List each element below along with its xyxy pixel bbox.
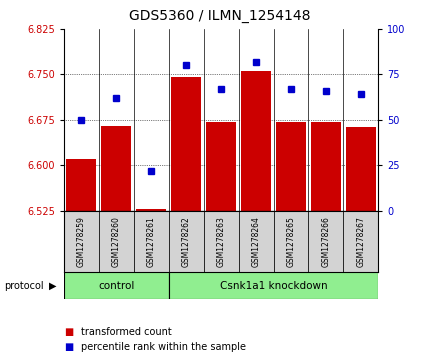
Bar xyxy=(169,272,378,299)
Text: GSM1278260: GSM1278260 xyxy=(112,216,121,267)
Bar xyxy=(346,127,376,211)
Text: transformed count: transformed count xyxy=(81,327,172,337)
Text: control: control xyxy=(98,281,135,291)
Bar xyxy=(311,122,341,211)
Bar xyxy=(171,77,201,211)
Bar xyxy=(344,211,378,272)
Text: GSM1278261: GSM1278261 xyxy=(147,216,156,267)
Bar xyxy=(274,211,308,272)
Text: ■: ■ xyxy=(64,327,73,337)
Bar xyxy=(64,211,99,272)
Text: ■: ■ xyxy=(64,342,73,352)
Text: GSM1278267: GSM1278267 xyxy=(356,216,366,267)
Bar xyxy=(238,211,274,272)
Bar xyxy=(276,122,306,211)
Text: percentile rank within the sample: percentile rank within the sample xyxy=(81,342,246,352)
Bar xyxy=(169,211,204,272)
Text: GSM1278263: GSM1278263 xyxy=(216,216,226,267)
Text: GSM1278265: GSM1278265 xyxy=(286,216,296,267)
Bar xyxy=(206,122,236,211)
Bar xyxy=(101,126,131,211)
Text: GDS5360 / ILMN_1254148: GDS5360 / ILMN_1254148 xyxy=(129,9,311,23)
Text: GSM1278264: GSM1278264 xyxy=(252,216,260,267)
Text: GSM1278262: GSM1278262 xyxy=(182,216,191,267)
Bar xyxy=(64,272,169,299)
Bar xyxy=(99,211,134,272)
Bar xyxy=(136,209,166,211)
Bar xyxy=(241,72,271,211)
Bar xyxy=(204,211,238,272)
Text: GSM1278266: GSM1278266 xyxy=(322,216,330,267)
Bar xyxy=(308,211,344,272)
Bar xyxy=(134,211,169,272)
Text: protocol: protocol xyxy=(4,281,44,291)
Bar xyxy=(66,159,96,211)
Text: GSM1278259: GSM1278259 xyxy=(77,216,86,267)
Text: ▶: ▶ xyxy=(49,281,57,291)
Text: Csnk1a1 knockdown: Csnk1a1 knockdown xyxy=(220,281,327,291)
